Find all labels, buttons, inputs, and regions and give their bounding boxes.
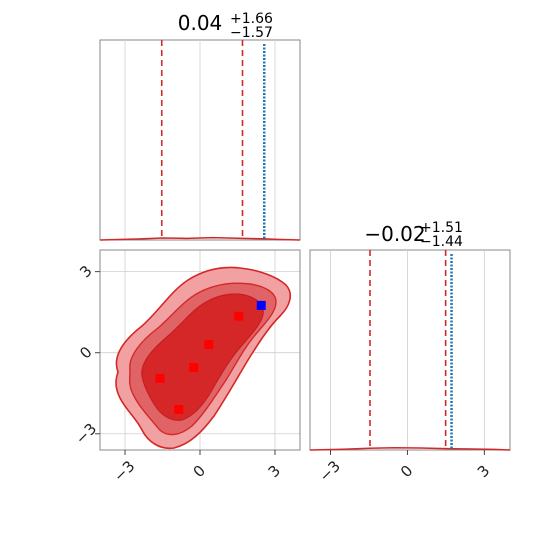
- panel-1-quantile-lines: [160, 40, 244, 240]
- density-red-marker: [234, 311, 244, 321]
- marginal-panel-1: 0.04 +1.66 −1.57: [99, 11, 301, 241]
- density-contour-inner: [141, 293, 264, 421]
- density-x-tick-label: 0: [190, 462, 209, 481]
- panel-1-title-median: 0.04: [178, 11, 223, 35]
- density-x-tick-label: 3: [265, 462, 284, 481]
- panel-2-x-tick-label: 0: [397, 462, 416, 481]
- panel-2-title-plus: +1.51: [420, 220, 463, 236]
- panel-2-x-ticks: −3 0 3: [316, 450, 493, 485]
- panel-2-quantile-lines: [369, 250, 447, 450]
- density-contours: [115, 266, 292, 450]
- density-red-marker: [155, 373, 165, 383]
- density-red-marker: [189, 363, 199, 373]
- density-markers: [155, 300, 266, 414]
- panel-1-title: 0.04: [178, 11, 223, 35]
- density-red-marker: [174, 404, 184, 414]
- density-x-ticks: −3 0 3: [110, 450, 284, 485]
- panel-2-x-tick-label: 3: [474, 462, 493, 481]
- panel-1-grid: [124, 40, 276, 240]
- panel-2-histogram: [309, 447, 511, 451]
- density-panel: −3 0 3 −3 0 3: [72, 249, 301, 485]
- panel-2-title-minus: −1.44: [420, 234, 463, 250]
- panel-2-x-tick-label: −3: [316, 457, 344, 485]
- density-y-tick-label: 3: [76, 262, 95, 281]
- panel-2-title-median: −0.02: [364, 222, 425, 246]
- density-y-tick-label: 0: [76, 343, 95, 362]
- panel-1-histogram: [99, 236, 301, 241]
- density-y-ticks: −3 0 3: [72, 262, 100, 448]
- panel-2-frame: [309, 249, 511, 451]
- marginal-panel-2: −0.02 +1.51 −1.44 −3 0 3: [309, 220, 511, 485]
- density-red-marker: [204, 340, 214, 350]
- density-blue-marker: [256, 300, 266, 310]
- panel-2-title: −0.02: [364, 222, 425, 246]
- panel-1-title-plus: +1.66: [230, 11, 273, 27]
- panel-1-title-minus: −1.57: [230, 25, 273, 41]
- panel-2-grid: [330, 250, 485, 450]
- density-x-tick-label: −3: [110, 457, 138, 485]
- density-y-tick-label: −3: [72, 420, 100, 448]
